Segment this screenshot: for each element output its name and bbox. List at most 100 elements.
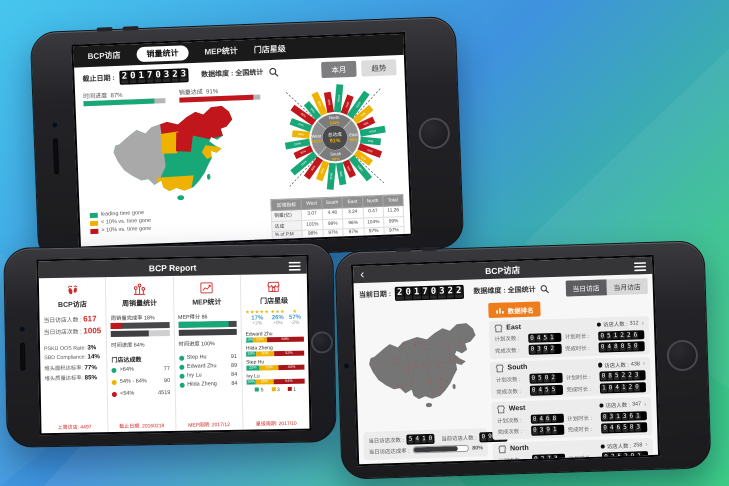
- svg-text:86%: 86%: [298, 132, 304, 137]
- page-title: BCP访店: [485, 264, 521, 276]
- radial-bar: 112%: [346, 90, 370, 119]
- tab-bcp-visit[interactable]: BCP访店: [87, 50, 121, 62]
- led-digit: 8: [628, 424, 635, 432]
- led-digit: 2: [623, 453, 629, 461]
- done-duration-label: 完成时长 :: [569, 466, 599, 467]
- cell: 97%: [363, 227, 385, 237]
- led-digit: 5: [536, 374, 543, 383]
- footprint-icon: [67, 285, 77, 295]
- menu-icon[interactable]: [288, 261, 301, 271]
- home-button[interactable]: [417, 116, 450, 149]
- month-button[interactable]: 本月: [321, 60, 357, 79]
- store-icon: [496, 364, 504, 373]
- green-dot-icon: [111, 367, 117, 373]
- row-label: % of P.M: [272, 230, 303, 241]
- speaker-icon: [52, 137, 59, 174]
- led-digit: 5: [550, 385, 557, 394]
- led-digit: 0: [529, 345, 536, 354]
- mep-score-bar: [178, 320, 237, 328]
- time-progress-bar: [178, 328, 237, 336]
- led-digit: 1: [636, 452, 643, 461]
- legend-swatch-yellow: [89, 220, 99, 226]
- green-dot-icon: [178, 355, 184, 361]
- green-dot-icon: [178, 373, 185, 379]
- radial-bar: 101%: [359, 125, 386, 137]
- map-regions: [111, 105, 235, 201]
- line-chart-icon: [200, 282, 213, 294]
- radial-bar: 90%: [311, 91, 328, 116]
- led-digit: 0: [634, 383, 640, 392]
- china-map-visits: [367, 322, 478, 408]
- home-button[interactable]: [310, 331, 334, 354]
- cell: 0.47: [362, 206, 384, 218]
- led-digit: 4: [614, 383, 621, 392]
- green-dot-icon: [178, 364, 184, 370]
- search-icon[interactable]: [268, 66, 279, 77]
- svg-text:84%: 84%: [366, 148, 373, 154]
- led-digit: 0: [543, 374, 550, 383]
- phone-bezel: [653, 241, 710, 468]
- store-icon: [494, 324, 503, 332]
- done-duration-label: 完成时长 :: [567, 427, 593, 435]
- region-name: West: [508, 404, 526, 413]
- back-icon[interactable]: ‹: [360, 266, 365, 282]
- toggle-monthly-visits[interactable]: 当月访店: [606, 278, 648, 296]
- column-title: 门店星级: [260, 297, 289, 306]
- led-digit: 0: [529, 334, 535, 343]
- led-digit: 0: [429, 286, 438, 299]
- svg-text:总达成: 总达成: [327, 131, 342, 139]
- table-header: East: [342, 196, 363, 208]
- cell: 101%: [302, 219, 323, 231]
- map-silhouette: [367, 322, 478, 408]
- menu-icon[interactable]: [634, 261, 647, 271]
- subsection-title: 门店达成数: [111, 357, 142, 365]
- home-button[interactable]: [665, 339, 698, 371]
- mep-person-row: Ivy Lu 84: [178, 372, 237, 379]
- phone-bottom-left: BCP Report BCP访店: [3, 242, 337, 448]
- led-digit: 5: [542, 333, 549, 342]
- search-icon[interactable]: [540, 284, 550, 294]
- led-digit: 3: [552, 455, 559, 464]
- star-stack-bar: 13% 23% 64%: [245, 336, 304, 343]
- led-digit: 2: [625, 331, 632, 340]
- column-footer: 上周访店: 4497: [57, 424, 92, 431]
- bar-label: MEP得分 86: [177, 314, 208, 321]
- cell: 3.24: [342, 207, 364, 219]
- svg-text:89%: 89%: [319, 167, 325, 174]
- mep-person-row: Hilda Zheng 84: [179, 381, 237, 388]
- column-footer: 截止日期: 20160218: [119, 423, 165, 430]
- tab-sales-stats[interactable]: 销量统计: [136, 45, 189, 63]
- data-ranking-button[interactable]: 数据排名: [488, 301, 541, 319]
- led-digit: 5: [543, 386, 550, 395]
- svg-text:104%: 104%: [329, 121, 340, 125]
- column-title: 周销量统计: [122, 300, 158, 308]
- star-stack-bar: 16% 30% 54%: [246, 378, 305, 385]
- led-digit: 3: [633, 371, 640, 380]
- radial-bar: 85%: [323, 91, 334, 114]
- tab-mep-stats[interactable]: MEP统计: [204, 46, 238, 57]
- legend-swatch-red: [287, 386, 292, 391]
- svg-text:87%: 87%: [359, 154, 366, 161]
- radial-bar: 108%: [348, 155, 372, 182]
- cell: 101%: [384, 235, 405, 245]
- toggle-daily-visits[interactable]: 当日访店: [565, 279, 607, 297]
- speaker-icon: [19, 342, 25, 371]
- trend-button[interactable]: 趋势: [361, 59, 397, 77]
- led-digit: 3: [635, 423, 642, 432]
- tab-store-rating[interactable]: 门店星级: [253, 44, 286, 55]
- led-digit: 2: [610, 465, 617, 467]
- kpi-area: 堆头面积达标率: 77%: [44, 363, 97, 372]
- rate-value: 80%: [472, 444, 484, 452]
- svg-text:94%: 94%: [309, 107, 316, 114]
- svg-text:South: South: [330, 151, 342, 156]
